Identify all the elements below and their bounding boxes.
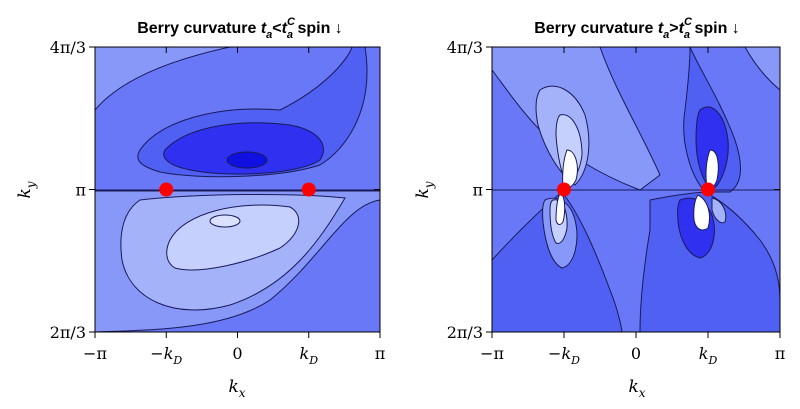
right-dirac-point-0 <box>557 182 571 197</box>
right-xtick-label-4: π <box>775 344 786 363</box>
left-contour-level-upper-inner <box>163 122 324 175</box>
right-y-axis-label: ky <box>413 181 436 198</box>
right-contour-level-top-right <box>744 47 780 91</box>
left-contour-level-lower-inner <box>166 204 300 271</box>
right-ytick-label-2: 2π/3 <box>447 323 483 342</box>
right-panel-title: Berry curvature ta>tC a spin ↓ <box>534 16 740 41</box>
right-y-ticks: 4π/3 π 2π/3 <box>447 38 780 342</box>
left-xtick-label-0: −π <box>83 344 107 363</box>
left-panel: Berry curvature ta<tC a spin ↓ −π −kD 0 kD π … <box>15 16 385 400</box>
right-contour-level-lower-left-peak <box>555 192 566 225</box>
right-xtick-label-0: −π <box>480 344 504 363</box>
right-xtick-label-1: −kD <box>548 344 580 367</box>
left-xtick-label-4: π <box>375 344 386 363</box>
left-contour-level-lower-core <box>209 214 241 228</box>
left-contour-field <box>95 47 380 332</box>
left-dirac-point-1 <box>301 182 316 197</box>
left-xtick-label-2: 0 <box>232 344 242 363</box>
right-contour-level-lower-right-pale <box>711 197 727 224</box>
left-x-ticks: −π −kD 0 kD π <box>83 47 385 367</box>
right-x-axis-label: kx <box>628 377 645 400</box>
left-dirac-point-0 <box>159 182 174 197</box>
right-xtick-label-3: kD <box>699 344 718 367</box>
left-ytick-label-1: π <box>75 181 86 200</box>
left-y-axis-label: ky <box>15 181 38 198</box>
right-x-ticks: −π −kD 0 kD π <box>480 47 785 367</box>
left-x-axis-label: kx <box>228 377 245 400</box>
right-contour-level-lower-right <box>639 191 780 332</box>
right-xtick-label-2: 0 <box>631 344 641 363</box>
left-panel-title: Berry curvature ta<tC a spin ↓ <box>137 16 343 41</box>
left-contour-level-upper-core <box>226 151 268 169</box>
right-contour-field <box>492 47 780 332</box>
right-dirac-markers <box>557 182 715 197</box>
right-contour-level-lower-right-peak <box>693 194 711 231</box>
right-panel: Berry curvature ta>tC a spin ↓ <box>413 16 785 400</box>
left-xtick-label-3: kD <box>299 344 318 367</box>
right-ytick-label-1: π <box>472 181 483 200</box>
left-xtick-label-1: −kD <box>150 344 182 367</box>
right-ytick-label-0: 4π/3 <box>447 38 483 57</box>
left-dirac-markers <box>159 182 316 197</box>
left-ytick-label-2: 2π/3 <box>50 323 86 342</box>
left-y-ticks: 4π/3 π 2π/3 <box>50 38 380 342</box>
right-dirac-point-1 <box>701 182 715 197</box>
left-ytick-label-0: 4π/3 <box>50 38 86 57</box>
